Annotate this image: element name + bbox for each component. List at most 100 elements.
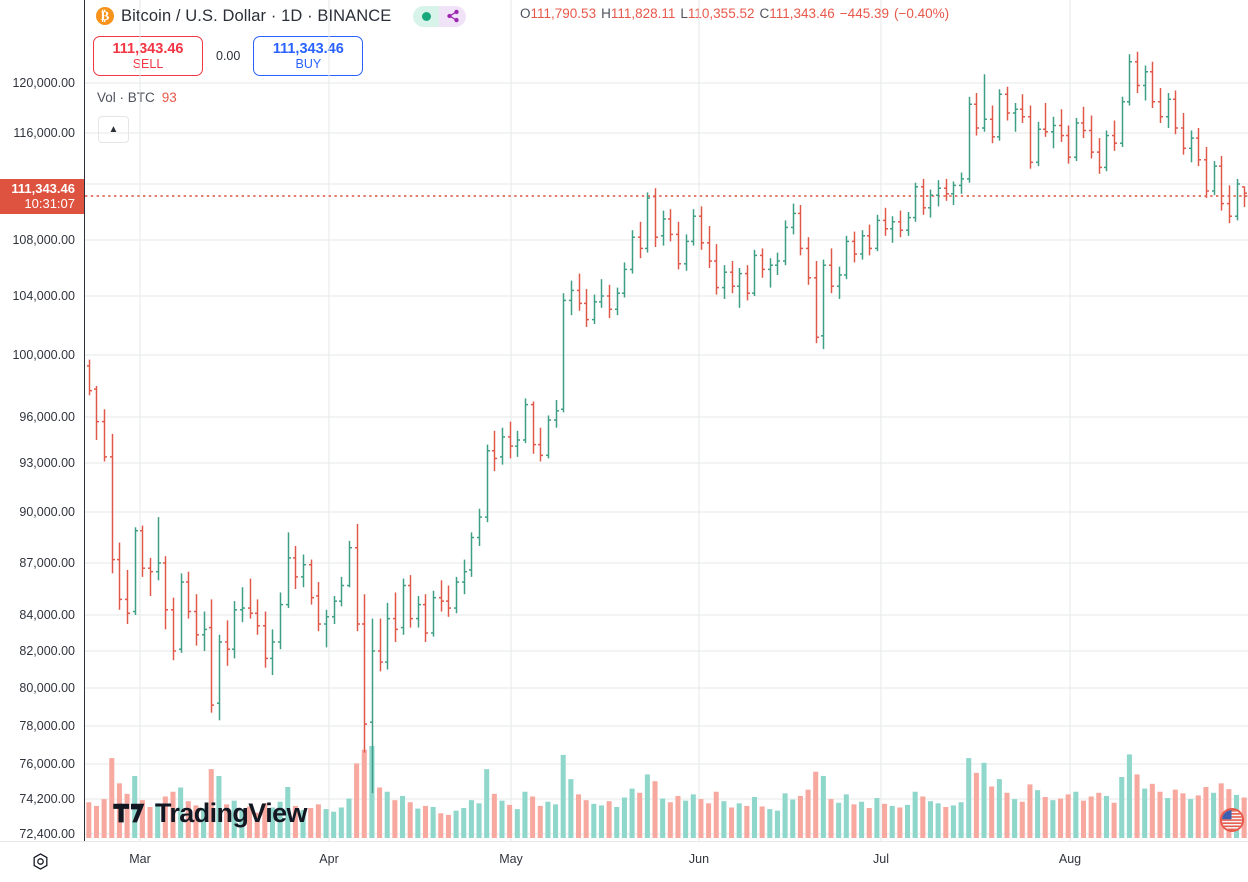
ohlc-bar — [1035, 121, 1042, 167]
ohlc-bar — [1111, 120, 1118, 151]
ohlc-bar — [116, 542, 123, 610]
ohlc-bar — [790, 203, 797, 235]
ohlc-bar — [874, 214, 881, 252]
ohlc-bar — [178, 573, 185, 653]
ohlc-bar — [109, 433, 116, 574]
ohlc-bar — [476, 508, 483, 546]
ohlc-bar — [644, 192, 651, 253]
ohlc-bar — [86, 359, 93, 396]
ohlc-bar — [422, 594, 429, 642]
chart-svg — [85, 0, 1248, 841]
share-nodes-icon[interactable] — [439, 5, 467, 27]
ohlc-bar — [231, 601, 238, 659]
ohlc-bar — [1027, 105, 1034, 169]
current-time: 10:31:07 — [24, 196, 75, 211]
ohlc-bar — [836, 266, 843, 299]
ohlc-bar — [553, 399, 560, 428]
time-axis[interactable]: Mar Apr May Jun Jul Aug — [85, 841, 1248, 882]
ohlc-bar — [147, 557, 154, 596]
ohlc-bar — [996, 89, 1003, 141]
ohlc-bar — [1050, 116, 1057, 149]
ohlc-bar — [400, 578, 407, 635]
ohlc-bar — [369, 618, 376, 794]
ohlc-bar — [430, 590, 437, 637]
ohlc-bar — [1126, 54, 1133, 106]
ohlc-bar — [966, 96, 973, 183]
ohlc-bar — [1234, 178, 1241, 221]
ohlc-bar — [377, 618, 384, 672]
ohlc-bar — [407, 575, 414, 628]
chevron-up-icon[interactable]: ▲ — [98, 116, 129, 143]
ohlc-bar — [331, 595, 338, 624]
ohlc-bar — [315, 582, 322, 632]
ohlc-bar — [744, 265, 751, 301]
ohlc-bar — [905, 212, 912, 236]
ohlc-bar — [323, 609, 330, 648]
price-axis-tick: 108,000.00 — [12, 233, 75, 247]
spread-value: 0.00 — [216, 49, 241, 63]
ohlc-bar — [560, 293, 567, 413]
us-flag-icon[interactable] — [1220, 808, 1244, 832]
ohlc-high-label: H — [601, 6, 611, 21]
ohlc-bar — [1211, 161, 1218, 196]
price-axis-tick: 120,000.00 — [12, 76, 75, 90]
ohlc-bar — [598, 279, 605, 308]
ohlc-bar — [652, 188, 659, 247]
ohlc-bar — [545, 415, 552, 459]
price-axis-tick: 82,000.00 — [19, 644, 75, 658]
ohlc-bar — [1195, 128, 1202, 167]
current-price-badge: 111,343.46 10:31:07 — [0, 179, 84, 214]
chart-canvas[interactable] — [85, 0, 1248, 841]
ohlc-change-percent: (−0.40%) — [893, 6, 950, 21]
ohlc-high-value: 111,828.11 — [610, 6, 676, 21]
sell-button[interactable]: 111,343.46 SELL — [93, 36, 203, 76]
ohlc-bar — [927, 189, 934, 218]
ohlc-bar — [262, 611, 269, 668]
page-title[interactable]: Bitcoin / U.S. Dollar · 1D · BINANCE — [121, 6, 392, 25]
ohlc-bar — [1180, 113, 1187, 155]
ohlc-bar — [1203, 147, 1210, 198]
buy-price: 111,343.46 — [272, 41, 344, 57]
ohlc-low-label: L — [680, 6, 688, 21]
ohlc-bar — [285, 532, 292, 609]
ohlc-bar — [308, 559, 315, 605]
ohlc-bar — [1157, 88, 1164, 123]
ohlc-bar — [415, 595, 422, 628]
ohlc-bar — [224, 620, 231, 666]
ohlc-bar — [1080, 106, 1087, 139]
ohlc-bar — [277, 592, 284, 650]
price-axis-tick: 76,000.00 — [19, 757, 75, 771]
ohlc-bar — [797, 205, 804, 256]
ohlc-bar — [384, 602, 391, 670]
buy-button[interactable]: 111,343.46 BUY — [253, 36, 364, 76]
ohlc-bar — [958, 172, 965, 194]
ohlc-bar — [93, 386, 100, 440]
ohlc-bar — [170, 597, 177, 661]
ohlc-bar — [239, 587, 246, 623]
market-open-dot-icon[interactable] — [413, 5, 440, 27]
ohlc-bar — [629, 230, 636, 274]
bitcoin-icon: ₿ — [96, 7, 114, 25]
time-axis-tick: Mar — [129, 852, 151, 866]
ohlc-bar — [767, 258, 774, 288]
ohlc-bar — [774, 252, 781, 275]
ohlc-bar — [621, 262, 628, 298]
ohlc-bar — [361, 594, 368, 753]
price-axis-tick: 72,400.00 — [19, 827, 75, 841]
buy-label: BUY — [295, 57, 322, 71]
ohlc-bar — [193, 594, 200, 646]
ohlc-bar — [338, 576, 345, 607]
price-axis[interactable]: 120,000.00116,000.00112,000.00108,000.00… — [0, 0, 85, 841]
ohlc-bar — [859, 230, 866, 260]
ohlc-bar — [813, 261, 820, 344]
ohlc-bar — [453, 576, 460, 614]
ohlc-bar — [1149, 61, 1156, 108]
ohlc-bar — [1165, 93, 1172, 128]
ohlc-bar — [751, 249, 758, 296]
ohlc-bar — [866, 224, 873, 256]
gear-icon[interactable] — [29, 850, 51, 872]
ohlc-bar — [346, 540, 353, 588]
ohlc-bar — [805, 237, 812, 285]
trade-panel: 111,343.46 SELL 0.00 111,343.46 BUY — [93, 36, 364, 76]
ohlc-low-value: 110,355.52 — [687, 6, 755, 21]
